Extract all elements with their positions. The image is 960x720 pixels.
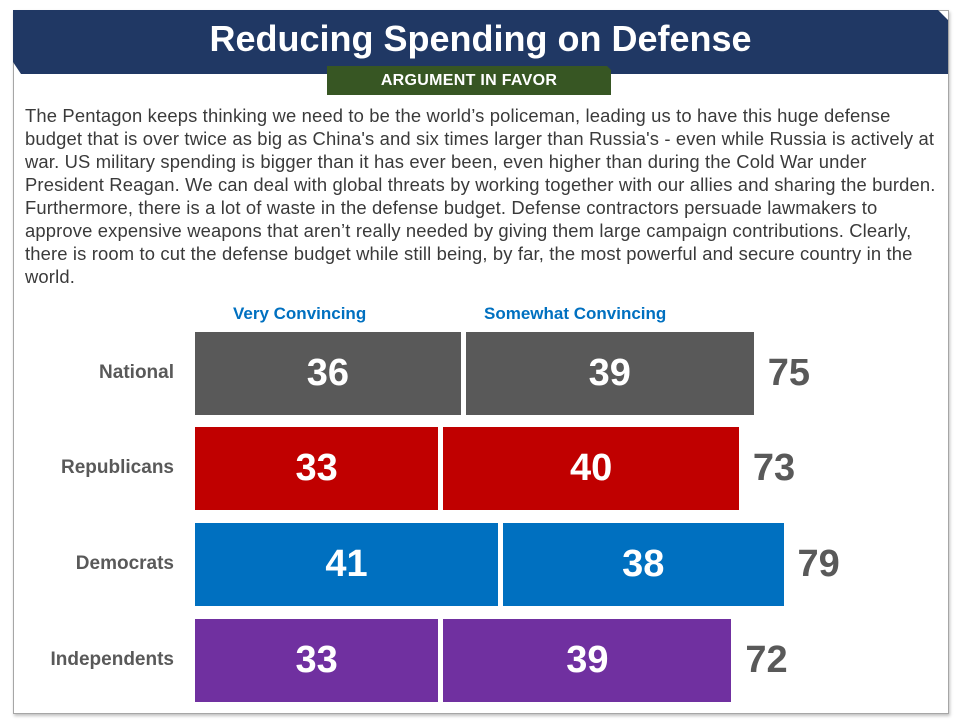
- bar-republicans-somewhat: 40: [443, 427, 739, 510]
- legend-very-convincing: Very Convincing: [233, 304, 367, 323]
- row-label-democrats: Democrats: [75, 553, 174, 574]
- bar-democrats-very: 41: [195, 523, 498, 606]
- total-national: 75: [767, 352, 811, 394]
- row-label-independents: Independents: [50, 649, 174, 670]
- argument-text: The Pentagon keeps thinking we need to b…: [25, 105, 936, 287]
- bar-democrats-somewhat: 38: [502, 523, 784, 606]
- title-banner: [13, 10, 948, 74]
- row-label-national: National: [99, 362, 174, 383]
- row-label-republicans: Republicans: [61, 457, 174, 478]
- bar-independents-very: 33: [195, 619, 439, 702]
- legend-somewhat-convincing: Somewhat Convincing: [484, 304, 667, 323]
- total-republicans: 73: [752, 447, 796, 489]
- bar-republicans-very: 33: [195, 427, 439, 510]
- argument-tag: ARGUMENT IN FAVOR: [327, 66, 611, 95]
- bar-national-very: 36: [195, 332, 461, 415]
- bar-national-somewhat: 39: [465, 332, 754, 415]
- total-democrats: 79: [797, 543, 840, 585]
- page-title: Reducing Spending on Defense: [209, 18, 752, 59]
- bar-independents-somewhat: 39: [443, 619, 732, 702]
- total-independents: 72: [745, 639, 788, 681]
